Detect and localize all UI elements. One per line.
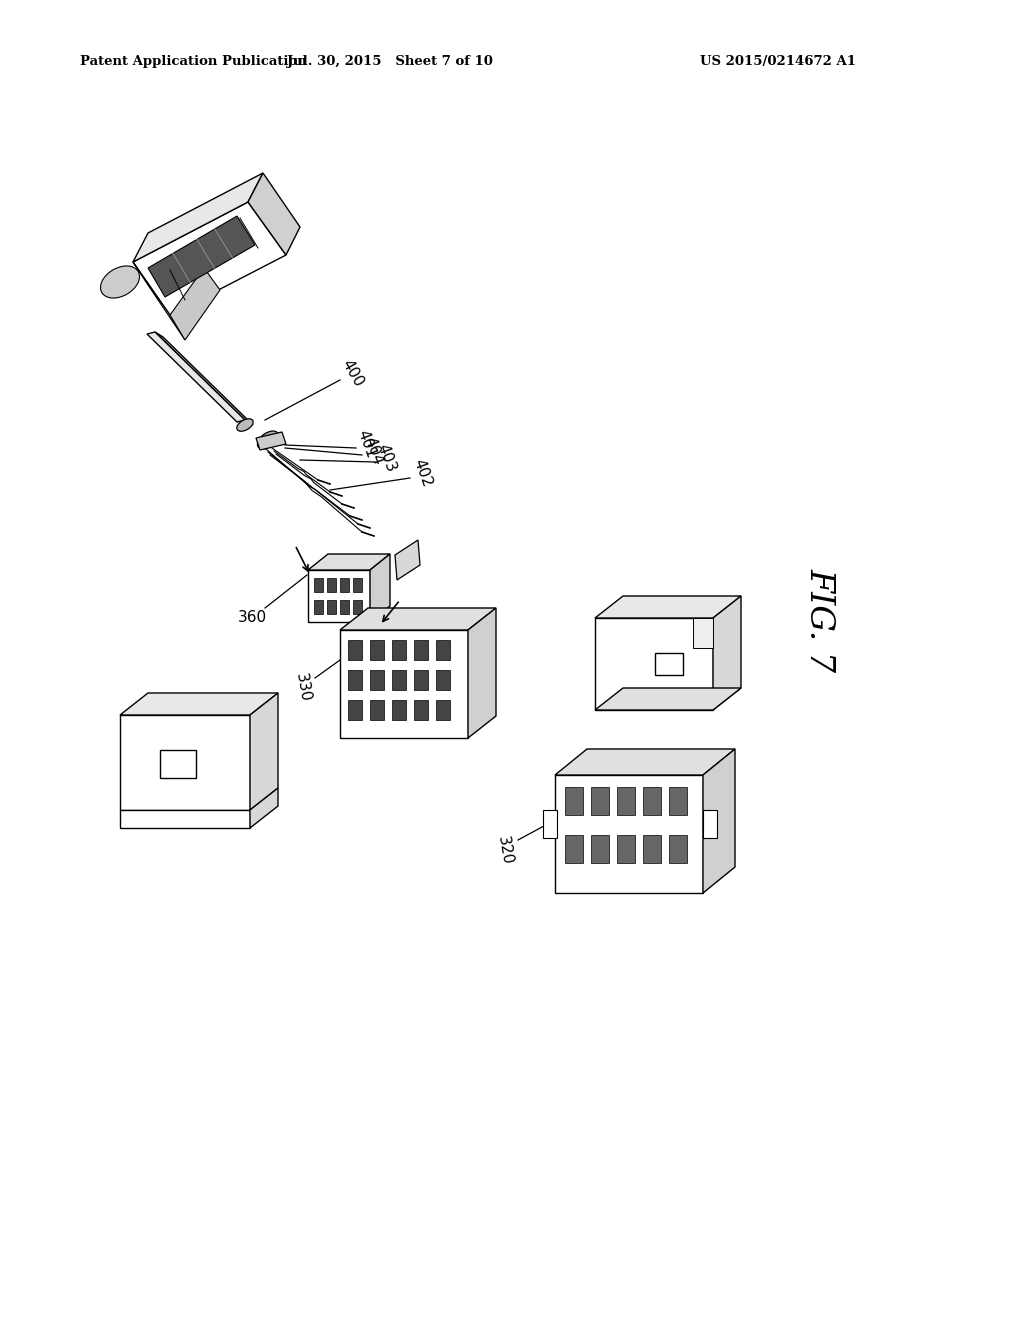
Polygon shape: [147, 333, 245, 422]
Polygon shape: [643, 836, 662, 863]
Text: Patent Application Publication: Patent Application Publication: [80, 55, 307, 69]
Text: 402: 402: [410, 457, 434, 490]
Polygon shape: [392, 700, 406, 719]
Polygon shape: [256, 432, 286, 450]
Text: 360: 360: [238, 610, 266, 624]
Polygon shape: [120, 715, 250, 810]
Polygon shape: [414, 700, 428, 719]
Polygon shape: [327, 601, 336, 614]
Polygon shape: [595, 688, 741, 710]
Polygon shape: [370, 554, 390, 622]
Polygon shape: [414, 640, 428, 660]
Text: Jul. 30, 2015   Sheet 7 of 10: Jul. 30, 2015 Sheet 7 of 10: [287, 55, 493, 69]
Polygon shape: [340, 609, 496, 630]
Polygon shape: [468, 609, 496, 738]
Text: 403: 403: [374, 442, 398, 474]
Polygon shape: [308, 554, 390, 570]
Bar: [160, 750, 196, 777]
Polygon shape: [436, 671, 450, 690]
Polygon shape: [250, 693, 278, 810]
Polygon shape: [669, 836, 687, 863]
Polygon shape: [348, 671, 362, 690]
Ellipse shape: [257, 432, 279, 449]
Text: US 2015/0214672 A1: US 2015/0214672 A1: [700, 55, 856, 69]
Polygon shape: [414, 671, 428, 690]
Polygon shape: [370, 671, 384, 690]
Polygon shape: [555, 748, 735, 775]
Polygon shape: [713, 597, 741, 710]
Text: 401: 401: [354, 428, 378, 461]
Text: FIG. 7: FIG. 7: [804, 568, 836, 672]
Polygon shape: [250, 788, 278, 828]
Bar: [655, 653, 683, 675]
Polygon shape: [155, 333, 253, 425]
Ellipse shape: [237, 418, 253, 432]
Polygon shape: [120, 693, 278, 715]
Text: 404: 404: [361, 434, 385, 467]
Polygon shape: [591, 787, 609, 814]
Polygon shape: [565, 836, 583, 863]
Polygon shape: [314, 601, 323, 614]
Polygon shape: [133, 202, 286, 315]
Polygon shape: [395, 540, 420, 579]
Polygon shape: [340, 578, 349, 591]
Bar: [543, 810, 557, 838]
Polygon shape: [693, 618, 713, 648]
Polygon shape: [353, 578, 362, 591]
Bar: [703, 810, 717, 838]
Ellipse shape: [100, 265, 139, 298]
Polygon shape: [669, 787, 687, 814]
Polygon shape: [348, 700, 362, 719]
Text: 330: 330: [293, 672, 313, 704]
Polygon shape: [308, 570, 370, 622]
Polygon shape: [133, 173, 263, 261]
Polygon shape: [555, 775, 703, 894]
Text: 400: 400: [338, 356, 366, 389]
Polygon shape: [436, 640, 450, 660]
Polygon shape: [595, 597, 741, 618]
Text: 320: 320: [495, 834, 515, 866]
Polygon shape: [370, 640, 384, 660]
Polygon shape: [120, 810, 250, 828]
Polygon shape: [327, 578, 336, 591]
Polygon shape: [314, 578, 323, 591]
Polygon shape: [340, 601, 349, 614]
Polygon shape: [392, 640, 406, 660]
Polygon shape: [703, 748, 735, 894]
Polygon shape: [370, 700, 384, 719]
Polygon shape: [133, 261, 185, 341]
Polygon shape: [565, 787, 583, 814]
Polygon shape: [170, 268, 220, 341]
Polygon shape: [617, 787, 635, 814]
Polygon shape: [595, 618, 713, 710]
Polygon shape: [643, 787, 662, 814]
Polygon shape: [348, 640, 362, 660]
Polygon shape: [340, 630, 468, 738]
Polygon shape: [436, 700, 450, 719]
Polygon shape: [148, 216, 255, 297]
Polygon shape: [353, 601, 362, 614]
Polygon shape: [392, 671, 406, 690]
Polygon shape: [591, 836, 609, 863]
Polygon shape: [617, 836, 635, 863]
Polygon shape: [248, 173, 300, 255]
